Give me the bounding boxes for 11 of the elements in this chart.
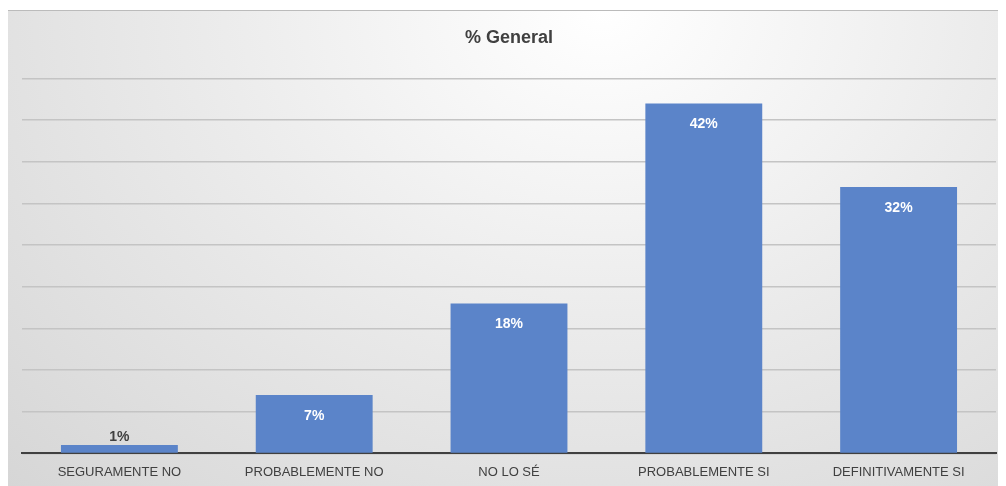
x-tick-label: SEGURAMENTE NO [57,463,182,479]
data-label: 42% [689,115,719,132]
data-label: 18% [494,315,524,332]
x-tick-label: NO LO SÉ [478,463,541,479]
x-tick-label: PROBABLEMENTE SI [638,463,770,479]
chart-title: % General [464,26,554,47]
data-label: 32% [884,198,914,215]
data-label: 1% [109,427,131,444]
data-label: 7% [304,406,325,423]
x-tick-label: DEFINITIVAMENTE SI [832,463,965,479]
x-tick-label: PROBABLEMENTE NO [244,463,384,479]
